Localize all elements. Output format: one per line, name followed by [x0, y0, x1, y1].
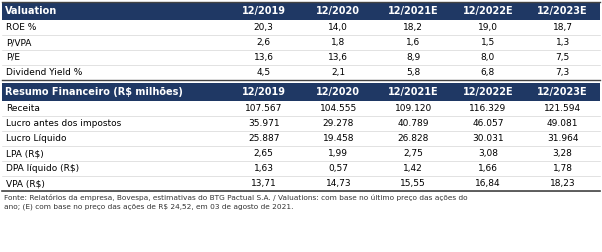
Text: 15,55: 15,55 [400, 179, 426, 188]
Text: 2,1: 2,1 [331, 68, 346, 77]
Text: Resumo Financeiro (R$ milhões): Resumo Financeiro (R$ milhões) [5, 87, 183, 97]
Text: 1,8: 1,8 [331, 38, 346, 47]
Bar [2, 176, 600, 191]
Text: 18,7: 18,7 [553, 23, 573, 32]
Text: 2,75: 2,75 [403, 149, 423, 158]
Text: 5,8: 5,8 [406, 68, 420, 77]
Text: Lucro Líquido: Lucro Líquido [6, 134, 66, 143]
Text: 40.789: 40.789 [397, 119, 429, 128]
Bar [2, 65, 600, 80]
Text: 1,3: 1,3 [556, 38, 569, 47]
Bar [2, 20, 600, 35]
Bar [2, 161, 600, 176]
Text: 12/2020: 12/2020 [317, 87, 361, 97]
Bar [2, 131, 600, 146]
Text: 4,5: 4,5 [256, 68, 271, 77]
Text: 12/2023E: 12/2023E [538, 87, 588, 97]
Text: 1,78: 1,78 [553, 164, 573, 173]
Text: Lucro antes dos impostos: Lucro antes dos impostos [6, 119, 121, 128]
Text: 12/2023E: 12/2023E [538, 6, 588, 16]
Text: Receita: Receita [6, 104, 40, 113]
Bar [2, 50, 600, 65]
Text: 14,73: 14,73 [326, 179, 351, 188]
Bar [2, 2, 600, 20]
Text: 18,2: 18,2 [403, 23, 423, 32]
Text: 121.594: 121.594 [544, 104, 581, 113]
Text: DPA líquido (R$): DPA líquido (R$) [6, 164, 79, 173]
Text: 109.120: 109.120 [394, 104, 432, 113]
Text: 3,08: 3,08 [478, 149, 498, 158]
Text: 1,66: 1,66 [478, 164, 498, 173]
Text: LPA (R$): LPA (R$) [6, 149, 44, 158]
Text: 12/2021E: 12/2021E [388, 6, 438, 16]
Bar [2, 116, 600, 131]
Text: 18,23: 18,23 [550, 179, 576, 188]
Text: Valuation: Valuation [5, 6, 57, 16]
Text: 7,3: 7,3 [556, 68, 569, 77]
Text: 1,6: 1,6 [406, 38, 420, 47]
Text: ROE %: ROE % [6, 23, 36, 32]
Text: 26.828: 26.828 [397, 134, 429, 143]
Bar [2, 146, 600, 161]
Text: 16,84: 16,84 [475, 179, 501, 188]
Text: 6,8: 6,8 [481, 68, 495, 77]
Text: VPA (R$): VPA (R$) [6, 179, 45, 188]
Text: 7,5: 7,5 [556, 53, 569, 62]
Text: 30.031: 30.031 [472, 134, 504, 143]
Text: 12/2019: 12/2019 [241, 6, 285, 16]
Text: 116.329: 116.329 [469, 104, 506, 113]
Text: 14,0: 14,0 [329, 23, 349, 32]
Text: 107.567: 107.567 [245, 104, 282, 113]
Text: 1,63: 1,63 [253, 164, 274, 173]
Text: 19,0: 19,0 [478, 23, 498, 32]
Text: 2,6: 2,6 [256, 38, 271, 47]
Text: 1,99: 1,99 [328, 149, 349, 158]
Text: 31.964: 31.964 [547, 134, 579, 143]
Text: Dividend Yield %: Dividend Yield % [6, 68, 82, 77]
Text: Fonte: Relatórios da empresa, Bovespa, estimativas do BTG Pactual S.A. / Valuati: Fonte: Relatórios da empresa, Bovespa, e… [4, 194, 468, 201]
Text: 12/2019: 12/2019 [241, 87, 285, 97]
Text: 19.458: 19.458 [323, 134, 354, 143]
Text: 49.081: 49.081 [547, 119, 579, 128]
Text: 104.555: 104.555 [320, 104, 357, 113]
Text: 12/2020: 12/2020 [317, 6, 361, 16]
Text: 12/2021E: 12/2021E [388, 87, 438, 97]
Text: 12/2022E: 12/2022E [462, 87, 513, 97]
Text: ano; (E) com base no preço das ações de R$ 24,52, em 03 de agosto de 2021.: ano; (E) com base no preço das ações de … [4, 204, 294, 210]
Text: 46.057: 46.057 [472, 119, 504, 128]
Text: P/VPA: P/VPA [6, 38, 31, 47]
Text: 1,42: 1,42 [403, 164, 423, 173]
Text: 25.887: 25.887 [248, 134, 279, 143]
Text: 12/2022E: 12/2022E [462, 6, 513, 16]
Text: 20,3: 20,3 [253, 23, 273, 32]
Text: 2,65: 2,65 [253, 149, 273, 158]
Bar [2, 101, 600, 116]
Text: P/E: P/E [6, 53, 20, 62]
Bar [2, 83, 600, 101]
Text: 29.278: 29.278 [323, 119, 354, 128]
Text: 13,6: 13,6 [253, 53, 274, 62]
Text: 3,28: 3,28 [553, 149, 573, 158]
Text: 8,9: 8,9 [406, 53, 420, 62]
Text: 8,0: 8,0 [481, 53, 495, 62]
Bar [2, 35, 600, 50]
Text: 13,71: 13,71 [251, 179, 276, 188]
Text: 1,5: 1,5 [481, 38, 495, 47]
Text: 13,6: 13,6 [328, 53, 349, 62]
Text: 0,57: 0,57 [328, 164, 349, 173]
Text: 35.971: 35.971 [248, 119, 279, 128]
